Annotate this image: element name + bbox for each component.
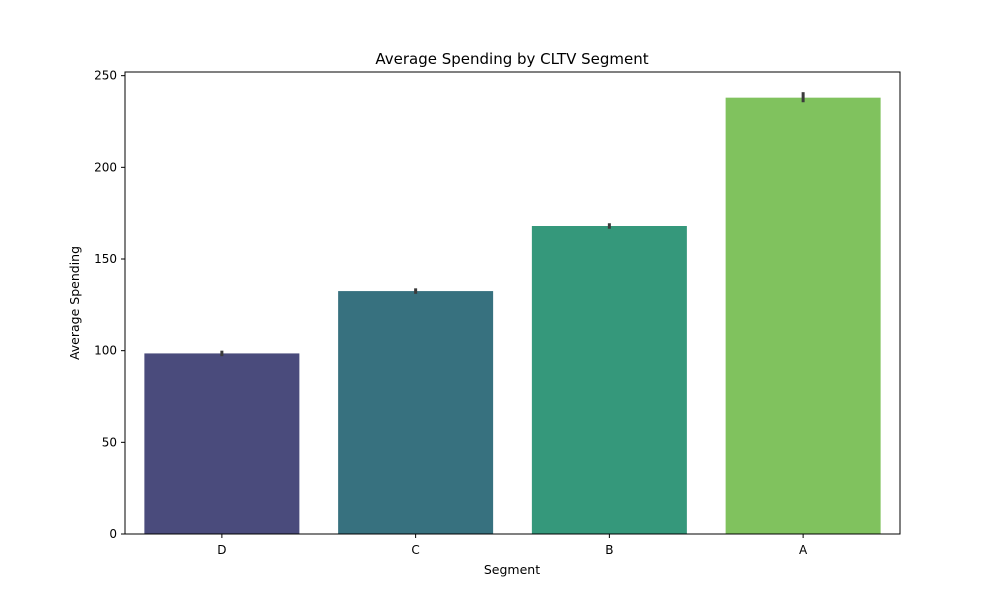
y-tick-label: 250 [94, 69, 117, 83]
y-tick-label: 50 [102, 435, 117, 449]
y-axis-label: Average Spending [67, 246, 82, 360]
x-tick-label: B [605, 543, 613, 557]
x-tick-label: D [217, 543, 226, 557]
y-tick-label: 150 [94, 252, 117, 266]
bar-b [531, 226, 687, 534]
y-tick-label: 100 [94, 344, 117, 358]
x-tick-label: C [411, 543, 419, 557]
x-tick-label: A [799, 543, 808, 557]
y-tick-label: 0 [109, 527, 117, 541]
error-bars-layer [220, 92, 805, 357]
bar-a [725, 97, 881, 535]
chart-title: Average Spending by CLTV Segment [375, 50, 648, 68]
x-axis-label: Segment [484, 562, 540, 577]
bar-d [144, 353, 300, 534]
y-tick-label: 200 [94, 160, 117, 174]
bar-c [338, 291, 494, 534]
plot-frame [124, 71, 901, 535]
bars-layer [144, 97, 881, 535]
y-axis: 0 50 100 150 200 250 [94, 69, 125, 541]
